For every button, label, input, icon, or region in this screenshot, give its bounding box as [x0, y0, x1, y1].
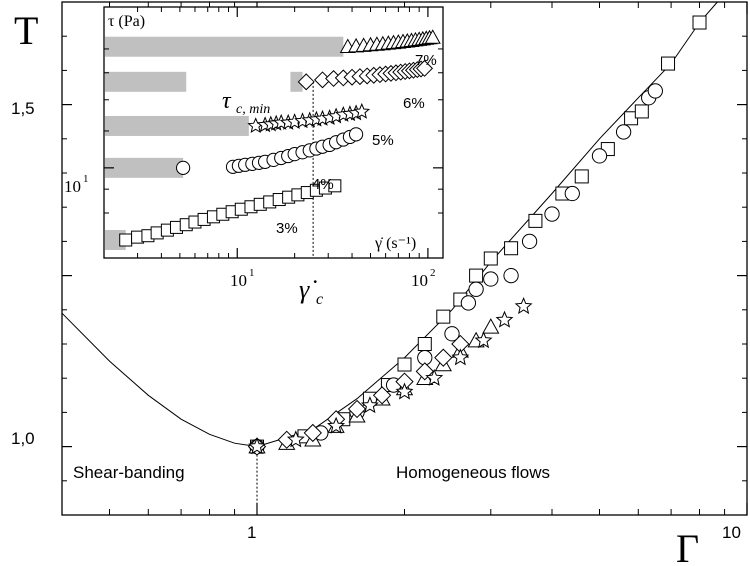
inset-data-points — [119, 29, 441, 247]
main-point-star — [474, 331, 493, 349]
main-x-tick-label-1: 1 — [247, 523, 256, 542]
inset-y-axis-label: τ (Pa) — [108, 13, 145, 30]
main-point-circle — [615, 124, 632, 140]
main-x-tick-label-10: 10 — [722, 523, 741, 542]
main-point-square — [469, 268, 484, 283]
main-data-points — [247, 15, 707, 456]
inset-point-square — [328, 179, 342, 193]
main-point-diamond — [303, 423, 322, 443]
main-point-square — [634, 104, 649, 119]
tau-c-min-subscript: c, min — [236, 102, 270, 117]
main-point-square — [661, 56, 676, 71]
inset-series-label-3pct: 3% — [276, 220, 298, 237]
main-point-star — [286, 430, 305, 448]
main-point-circle — [544, 206, 560, 222]
main-point-square — [397, 357, 412, 372]
tau-c-min-label: τ — [222, 88, 232, 114]
inset-point-star — [353, 102, 371, 119]
main-point-square — [528, 213, 543, 228]
main-x-axis-label: Γ — [676, 526, 699, 566]
annotation-homogeneous-flows: Homogeneous flows — [396, 463, 550, 482]
main-point-square — [504, 241, 519, 256]
inset-x-tick-label-10-base: 10 — [230, 271, 247, 290]
inset-gray-bands — [105, 36, 344, 250]
inset-y-tick-label-base: 10 — [64, 177, 81, 196]
inset-point-triangle — [424, 29, 441, 44]
main-point-circle — [591, 148, 608, 164]
main-point-square — [692, 15, 707, 30]
inset-x-tick-label-100-exp: 2 — [430, 267, 436, 279]
inset-series-label-7pct: 7% — [415, 52, 437, 69]
main-point-circle — [521, 233, 538, 250]
inset-x-axis-label: γ̇ (s⁻¹) — [374, 235, 416, 252]
inset-series-label-4pct: 4% — [312, 176, 334, 193]
main-point-star — [395, 382, 414, 400]
main-point-star — [451, 348, 470, 366]
main-point-square — [574, 169, 589, 184]
main-point-circle — [460, 295, 477, 311]
inset-series-labels: 3% 4% 5% 6% 7% — [276, 52, 437, 237]
inset-point-square — [119, 233, 133, 247]
inset-series-label-5pct: 5% — [372, 132, 394, 149]
inset-x-tick-label-100-base: 10 — [411, 271, 428, 290]
main-point-diamond — [372, 386, 392, 405]
main-point-circle — [444, 326, 460, 342]
main-point-star — [360, 396, 379, 414]
main-point-diamond — [434, 348, 453, 367]
inset-point-diamond — [416, 59, 434, 77]
gamma-c-subscript: c — [316, 291, 323, 308]
main-point-circle — [503, 267, 519, 284]
inset-point-circle — [176, 160, 191, 175]
inset-point-circle — [348, 127, 364, 142]
gray-band-5% — [105, 115, 249, 136]
main-point-circle — [468, 281, 484, 297]
main-point-star — [327, 416, 346, 434]
main-y-tick-label-1-5: 1,5 — [11, 99, 35, 118]
main-y-axis-label: T — [14, 8, 38, 53]
main-y-tick-label-1-0: 1,0 — [11, 429, 35, 448]
inset-y-tick-label-exp: 1 — [83, 173, 89, 185]
main-point-circle — [564, 185, 580, 202]
main-point-star — [514, 297, 533, 315]
inset-point-diamond — [297, 73, 315, 91]
main-point-circle — [647, 83, 663, 99]
main-point-square — [417, 337, 432, 351]
main-point-square — [483, 251, 498, 266]
gray-band-6% — [105, 71, 187, 92]
main-point-diamond — [347, 399, 367, 419]
inset-plot: 3%4%5%6%7% τ (Pa) γ̇ (s⁻¹) 10 1 10 1 10 … — [64, 6, 444, 308]
main-point-triangle — [482, 318, 500, 334]
inset-series-label-6pct: 6% — [403, 95, 425, 112]
annotation-shear-banding: Shear-banding — [73, 463, 185, 482]
inset-x-tick-label-10-exp: 1 — [249, 267, 255, 279]
main-point-square — [436, 309, 451, 324]
main-point-star — [248, 437, 266, 455]
main-point-circle — [483, 271, 499, 287]
main-point-star — [495, 310, 514, 328]
gray-band-4% — [105, 157, 184, 178]
main-point-star — [425, 368, 444, 386]
inset-axes — [104, 7, 443, 258]
gray-band-7% — [105, 36, 344, 57]
gamma-c-label: γ̇ — [299, 275, 317, 304]
gray-band-6% — [290, 71, 303, 92]
